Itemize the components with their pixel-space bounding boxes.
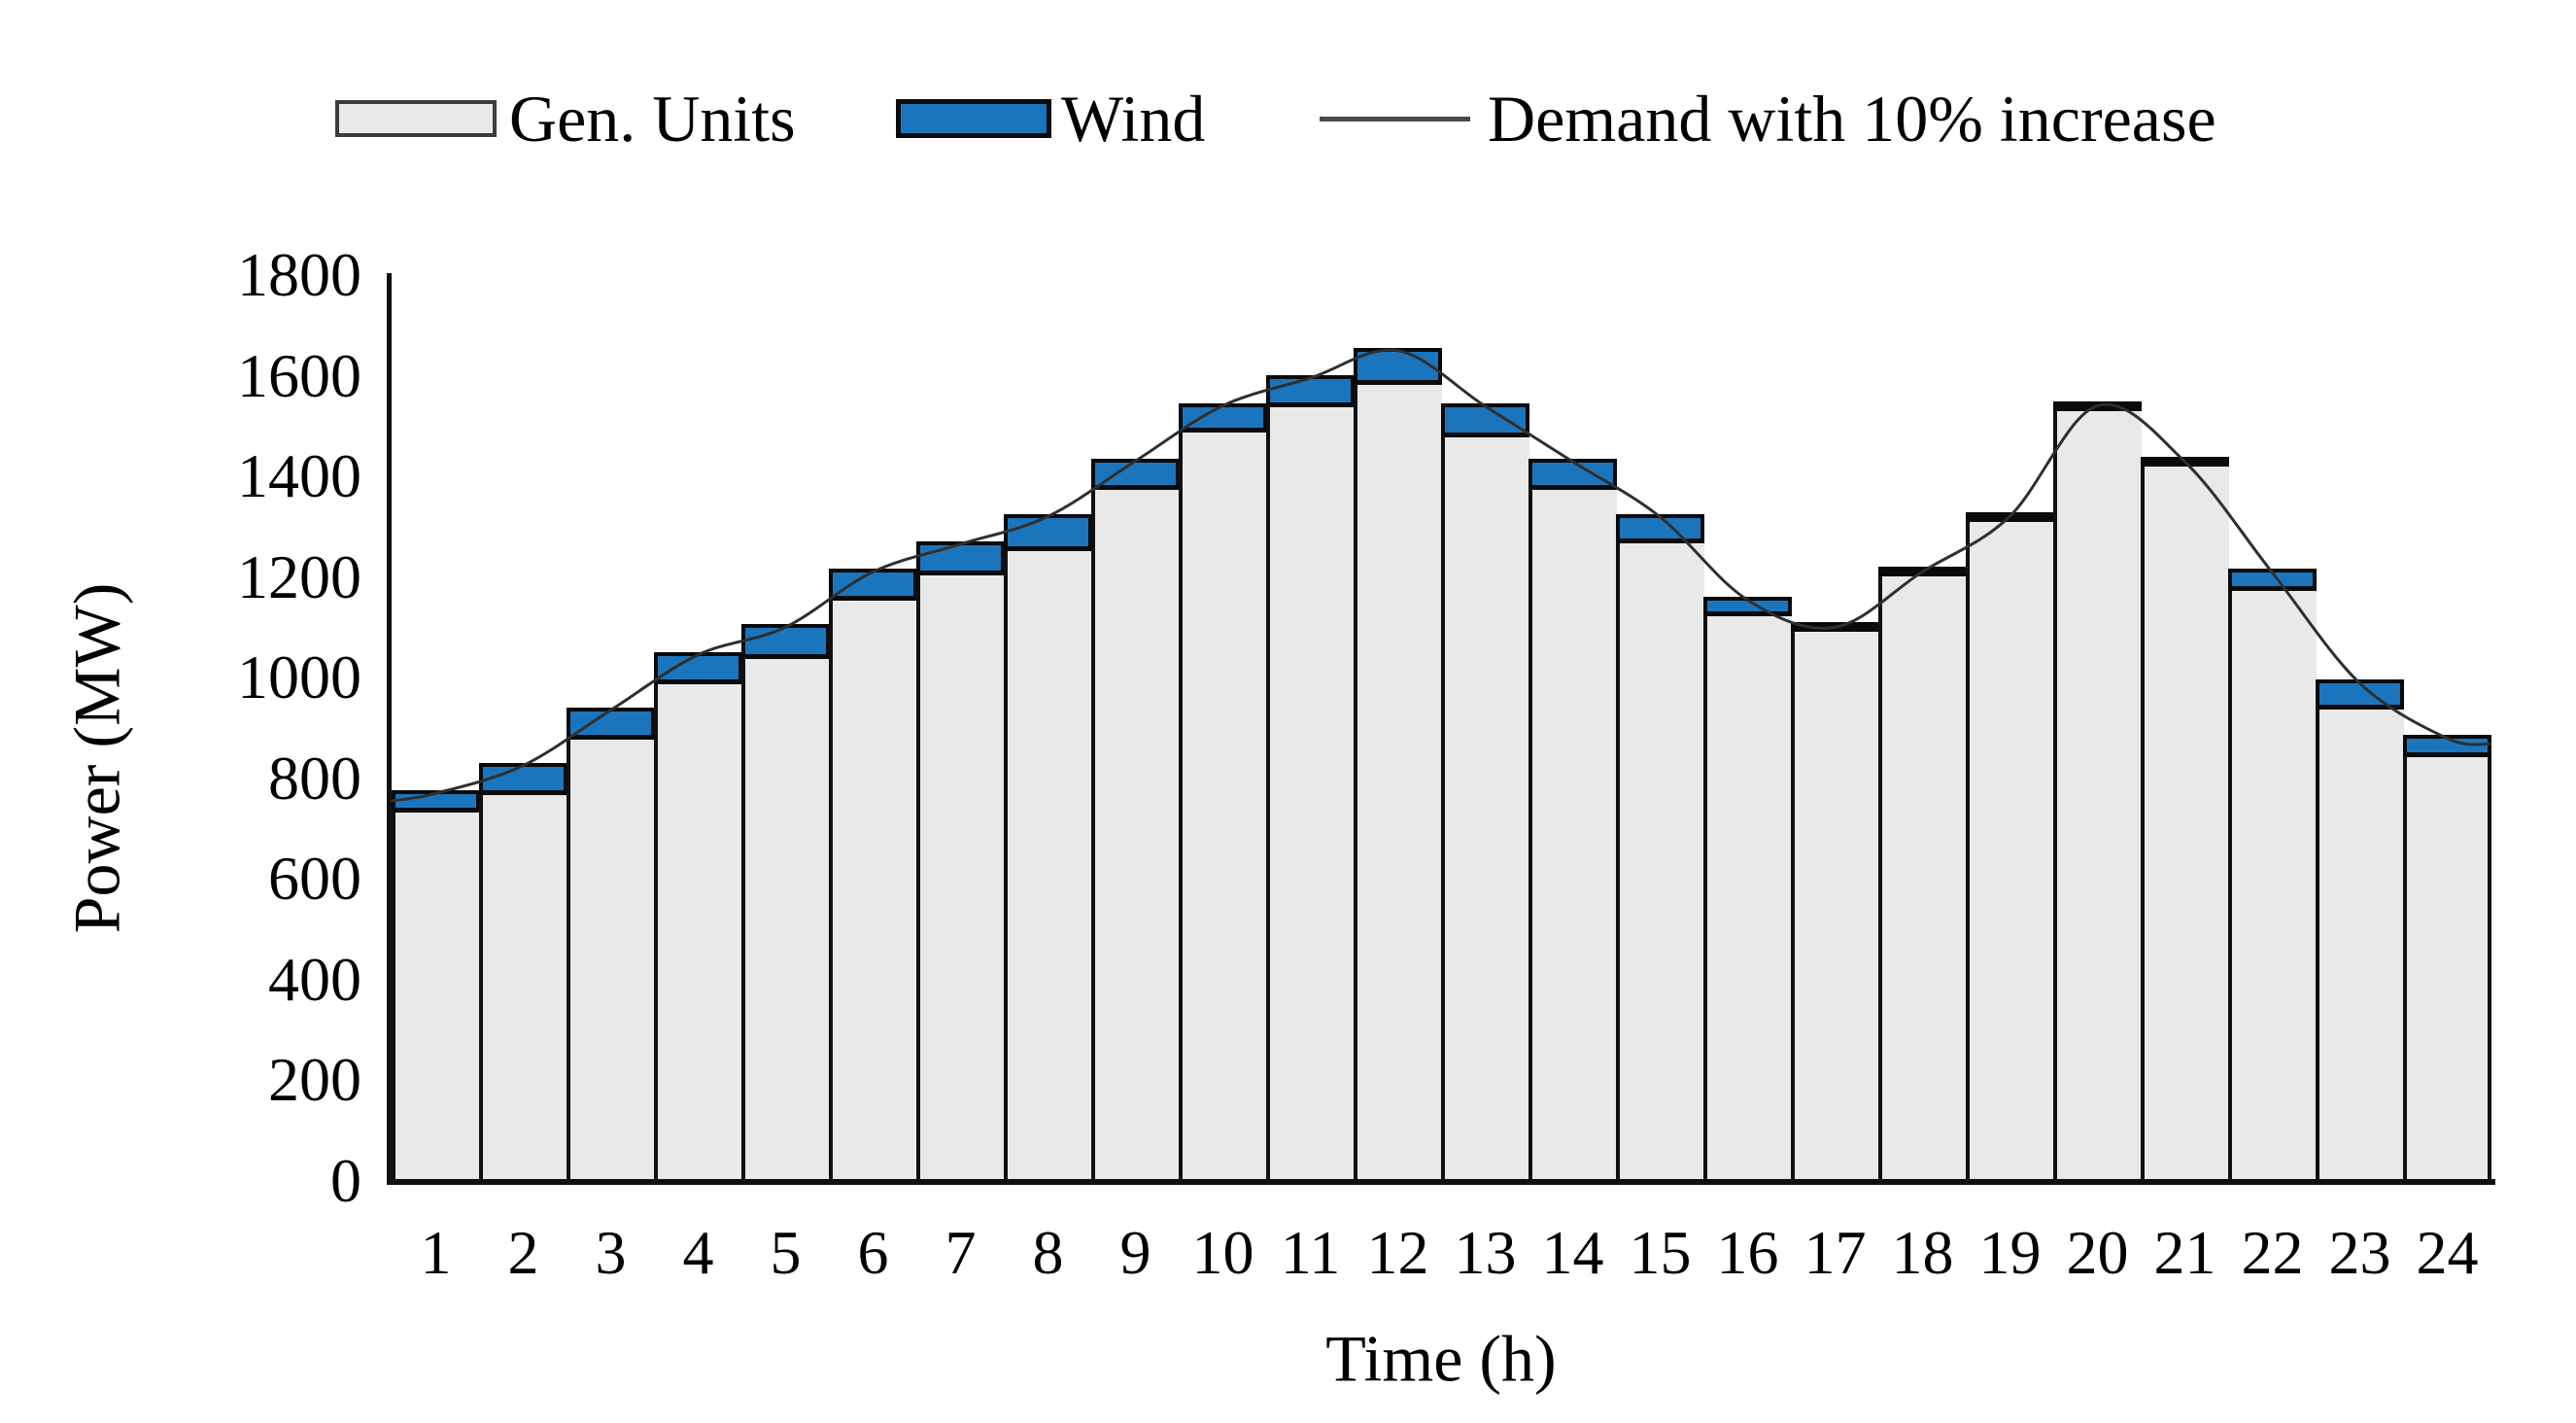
bar-gen-units-h3 [567, 735, 655, 1181]
bar-wind-h23 [2316, 679, 2404, 709]
bar-wind-h13 [1441, 402, 1529, 437]
x-tick-label: 15 [1629, 1218, 1692, 1287]
bar-gen-units-h21 [2141, 461, 2229, 1181]
y-tick-label: 1800 [237, 240, 361, 309]
bar-gen-units-h18 [1878, 572, 1967, 1181]
bar-top-cap-h19 [1966, 511, 2054, 522]
bar-wind-h14 [1528, 458, 1617, 490]
bar-gen-units-h8 [1004, 546, 1092, 1181]
bar-wind-h6 [829, 569, 917, 601]
bar-gen-units-h19 [1966, 516, 2054, 1181]
x-tick-label: 22 [2241, 1218, 2304, 1287]
bar-top-cap-h18 [1878, 567, 1967, 577]
demand-line-swatch [1320, 116, 1470, 121]
x-axis-line [387, 1179, 2495, 1185]
bar-gen-units-h6 [829, 597, 917, 1181]
x-tick-label: 9 [1119, 1218, 1151, 1287]
x-tick-label: 3 [595, 1218, 627, 1287]
legend-item-demand: Demand with 10% increase [1320, 82, 2216, 156]
legend-label-wind: Wind [1061, 82, 1206, 156]
x-tick-label: 5 [770, 1218, 802, 1287]
gen-units-swatch [335, 100, 497, 137]
x-tick-label: 21 [2153, 1218, 2216, 1287]
bar-gen-units-h2 [479, 790, 567, 1181]
x-tick-label: 24 [2416, 1218, 2479, 1287]
x-tick-label: 1 [420, 1218, 452, 1287]
bar-wind-h16 [1703, 596, 1792, 615]
bar-gen-units-h5 [741, 654, 830, 1181]
bar-gen-units-h1 [392, 808, 480, 1181]
y-tick-label: 200 [268, 1045, 361, 1115]
bar-wind-h5 [741, 624, 830, 658]
legend-item-wind: Wind [896, 82, 1205, 156]
x-tick-label: 18 [1891, 1218, 1954, 1287]
bar-gen-units-h16 [1703, 611, 1792, 1181]
x-tick-label: 11 [1280, 1218, 1341, 1287]
bar-gen-units-h7 [916, 572, 1005, 1181]
x-axis-title: Time (h) [1325, 1321, 1557, 1396]
bar-wind-h1 [392, 790, 480, 812]
y-tick-label: 400 [268, 944, 361, 1014]
bar-wind-h24 [2403, 735, 2491, 756]
bar-wind-h9 [1091, 458, 1180, 490]
bar-gen-units-h9 [1091, 486, 1180, 1181]
x-tick-label: 6 [857, 1218, 889, 1287]
bar-gen-units-h10 [1179, 428, 1267, 1181]
y-tick-label: 800 [268, 743, 361, 813]
bar-gen-units-h14 [1528, 486, 1617, 1181]
x-tick-label: 7 [945, 1218, 977, 1287]
y-tick-label: 1600 [237, 340, 361, 410]
bar-gen-units-h20 [2053, 405, 2142, 1181]
wind-swatch [896, 99, 1051, 138]
x-tick-label: 23 [2328, 1218, 2391, 1287]
bar-top-cap-h17 [1791, 622, 1879, 633]
y-axis-line [387, 273, 392, 1184]
bar-wind-h11 [1266, 375, 1355, 407]
bar-wind-h12 [1354, 347, 1442, 384]
legend-label-demand: Demand with 10% increase [1488, 82, 2216, 156]
legend-label-gen-units: Gen. Units [509, 82, 796, 156]
bar-top-cap-h21 [2141, 456, 2229, 467]
bar-wind-h7 [916, 541, 1005, 575]
y-tick-label: 0 [330, 1146, 361, 1215]
bar-wind-h2 [479, 762, 567, 794]
bar-top-cap-h20 [2053, 400, 2142, 411]
legend-item-gen-units: Gen. Units [335, 82, 796, 156]
bar-gen-units-h13 [1441, 434, 1529, 1181]
x-tick-label: 10 [1191, 1218, 1254, 1287]
bar-gen-units-h12 [1354, 380, 1442, 1181]
bar-gen-units-h24 [2403, 752, 2491, 1181]
x-tick-label: 12 [1366, 1218, 1429, 1287]
bar-gen-units-h11 [1266, 403, 1355, 1181]
bar-wind-h8 [1004, 513, 1092, 550]
bar-gen-units-h15 [1616, 538, 1704, 1181]
y-tick-label: 1200 [237, 541, 361, 611]
x-tick-label: 4 [682, 1218, 714, 1287]
bar-gen-units-h23 [2316, 705, 2404, 1181]
y-tick-label: 600 [268, 844, 361, 914]
x-tick-label: 13 [1454, 1218, 1517, 1287]
x-tick-label: 17 [1803, 1218, 1867, 1287]
bar-gen-units-h17 [1791, 627, 1879, 1181]
bar-wind-h15 [1616, 513, 1704, 542]
x-tick-label: 2 [507, 1218, 539, 1287]
bar-gen-units-h4 [654, 679, 742, 1181]
bar-wind-h22 [2228, 569, 2317, 591]
x-tick-label: 16 [1716, 1218, 1779, 1287]
y-tick-label: 1400 [237, 441, 361, 511]
bar-gen-units-h22 [2228, 587, 2317, 1181]
x-tick-label: 14 [1541, 1218, 1604, 1287]
x-tick-label: 20 [2066, 1218, 2129, 1287]
x-tick-label: 19 [1978, 1218, 2042, 1287]
bar-wind-h4 [654, 651, 742, 683]
y-tick-label: 1000 [237, 642, 361, 712]
bar-wind-h3 [567, 707, 655, 739]
bar-wind-h10 [1179, 402, 1267, 432]
x-tick-label: 8 [1032, 1218, 1064, 1287]
